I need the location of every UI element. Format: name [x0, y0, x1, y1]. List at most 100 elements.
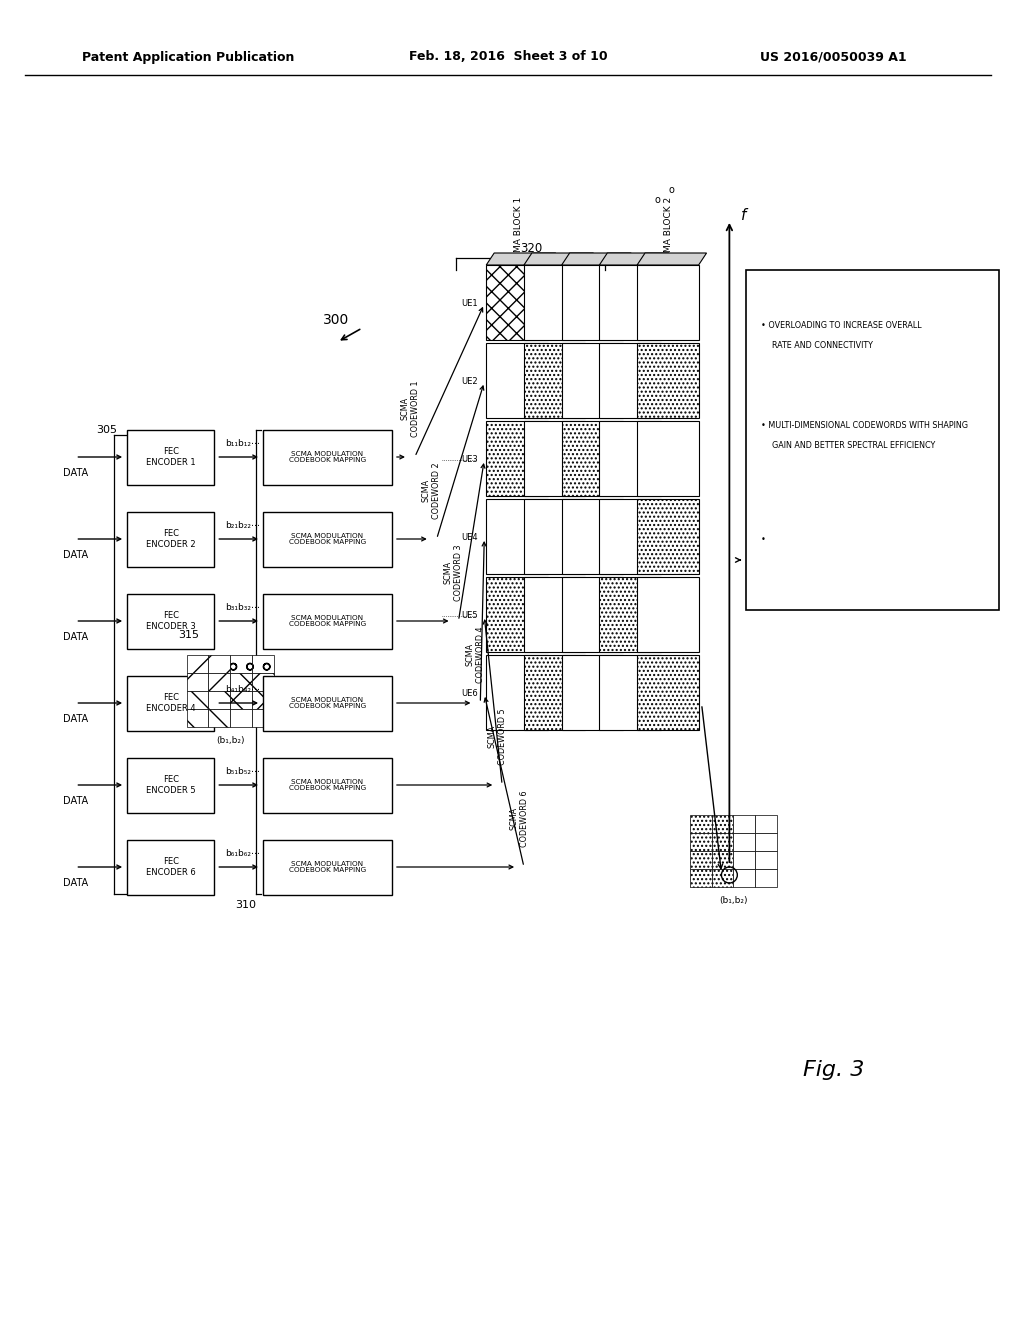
- Bar: [690, 851, 712, 869]
- Bar: [712, 814, 733, 833]
- Text: f: f: [741, 207, 746, 223]
- Bar: [263, 758, 392, 813]
- Bar: [524, 421, 586, 496]
- Bar: [755, 869, 777, 887]
- Text: SCMA
CODEWORD 1: SCMA CODEWORD 1: [400, 380, 420, 437]
- Polygon shape: [486, 253, 556, 265]
- Text: FEC
ENCODER 1: FEC ENCODER 1: [145, 447, 196, 467]
- Text: 310: 310: [236, 900, 257, 909]
- Bar: [209, 690, 230, 709]
- Text: FEC
ENCODER 4: FEC ENCODER 4: [145, 693, 196, 713]
- Bar: [562, 343, 624, 418]
- Bar: [127, 430, 214, 484]
- Text: b₃₁b₃₂⋯: b₃₁b₃₂⋯: [224, 602, 260, 611]
- Text: • OVERLOADING TO INCREASE OVERALL: • OVERLOADING TO INCREASE OVERALL: [761, 321, 922, 330]
- Text: SCMA MODULATION
CODEBOOK MAPPING: SCMA MODULATION CODEBOOK MAPPING: [289, 532, 367, 545]
- Bar: [637, 265, 698, 341]
- Bar: [486, 655, 548, 730]
- Bar: [733, 869, 755, 887]
- Bar: [263, 594, 392, 649]
- Bar: [209, 673, 230, 690]
- Text: DATA: DATA: [62, 632, 88, 642]
- Polygon shape: [524, 253, 594, 265]
- Bar: [690, 814, 712, 833]
- Text: SCMA MODULATION
CODEBOOK MAPPING: SCMA MODULATION CODEBOOK MAPPING: [289, 697, 367, 710]
- Text: Fig. 3: Fig. 3: [803, 1060, 864, 1080]
- Text: UE2: UE2: [462, 378, 478, 387]
- Polygon shape: [599, 253, 669, 265]
- Bar: [127, 758, 214, 813]
- Bar: [637, 577, 698, 652]
- Text: b₆₁b₆₂⋯: b₆₁b₆₂⋯: [224, 849, 260, 858]
- Text: UE6: UE6: [462, 689, 478, 698]
- Text: DATA: DATA: [62, 796, 88, 807]
- Text: DATA: DATA: [62, 469, 88, 478]
- Text: SCMA BLOCK 2: SCMA BLOCK 2: [665, 197, 674, 264]
- Text: FEC
ENCODER 5: FEC ENCODER 5: [145, 775, 196, 795]
- Bar: [746, 271, 999, 610]
- Text: RATE AND CONNECTIVITY: RATE AND CONNECTIVITY: [772, 341, 872, 350]
- Bar: [562, 265, 624, 341]
- Bar: [690, 869, 712, 887]
- Text: SCMA MODULATION
CODEBOOK MAPPING: SCMA MODULATION CODEBOOK MAPPING: [289, 779, 367, 792]
- Bar: [524, 265, 586, 341]
- Bar: [755, 833, 777, 851]
- Text: SCMA
CODEWORD 5: SCMA CODEWORD 5: [487, 709, 507, 766]
- Bar: [486, 343, 548, 418]
- Text: UE5: UE5: [462, 611, 478, 620]
- Bar: [263, 512, 392, 568]
- Bar: [127, 840, 214, 895]
- Bar: [599, 343, 660, 418]
- Text: o: o: [654, 195, 659, 205]
- Text: UE3: UE3: [462, 455, 478, 465]
- Text: b₄₁b₄₂⋯: b₄₁b₄₂⋯: [224, 685, 260, 693]
- Bar: [486, 421, 548, 496]
- Polygon shape: [637, 253, 707, 265]
- Bar: [637, 499, 698, 574]
- Bar: [599, 499, 660, 574]
- Bar: [252, 709, 273, 727]
- Bar: [690, 833, 712, 851]
- Bar: [712, 851, 733, 869]
- Bar: [562, 655, 624, 730]
- Text: DATA: DATA: [62, 550, 88, 560]
- Text: Patent Application Publication: Patent Application Publication: [82, 50, 295, 63]
- Bar: [712, 833, 733, 851]
- Bar: [524, 655, 586, 730]
- Bar: [486, 499, 548, 574]
- Bar: [599, 265, 660, 341]
- Bar: [263, 430, 392, 484]
- Text: SCMA
CODEWORD 6: SCMA CODEWORD 6: [509, 791, 528, 847]
- Bar: [599, 577, 660, 652]
- Bar: [127, 676, 214, 731]
- Bar: [755, 851, 777, 869]
- Text: FEC
ENCODER 3: FEC ENCODER 3: [145, 611, 196, 631]
- Text: b₁₁b₁₂⋯: b₁₁b₁₂⋯: [224, 438, 260, 447]
- Text: • MULTI-DIMENSIONAL CODEWORDS WITH SHAPING: • MULTI-DIMENSIONAL CODEWORDS WITH SHAPI…: [761, 421, 968, 429]
- Bar: [562, 577, 624, 652]
- Bar: [486, 577, 548, 652]
- Bar: [712, 869, 733, 887]
- Bar: [599, 655, 660, 730]
- Bar: [733, 833, 755, 851]
- Text: GAIN AND BETTER SPECTRAL EFFICIENCY: GAIN AND BETTER SPECTRAL EFFICIENCY: [772, 441, 935, 450]
- Text: 315: 315: [178, 630, 199, 640]
- Bar: [733, 814, 755, 833]
- Bar: [524, 343, 586, 418]
- Bar: [524, 499, 586, 574]
- Bar: [127, 512, 214, 568]
- Bar: [252, 690, 273, 709]
- Bar: [637, 655, 698, 730]
- Bar: [186, 673, 209, 690]
- Bar: [524, 577, 586, 652]
- Bar: [230, 655, 252, 673]
- Bar: [252, 673, 273, 690]
- Bar: [733, 851, 755, 869]
- Bar: [230, 673, 252, 690]
- Bar: [599, 421, 660, 496]
- Text: SCMA MODULATION
CODEBOOK MAPPING: SCMA MODULATION CODEBOOK MAPPING: [289, 615, 367, 627]
- Bar: [186, 709, 209, 727]
- Bar: [127, 594, 214, 649]
- Bar: [562, 421, 624, 496]
- Bar: [186, 655, 209, 673]
